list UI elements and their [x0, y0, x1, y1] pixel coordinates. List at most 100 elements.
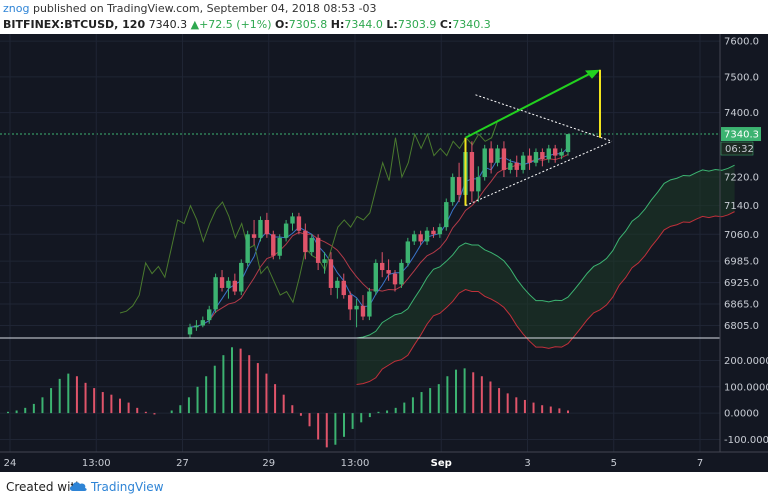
osc-tick-label: 200.0000: [724, 356, 768, 367]
close-label: C:: [439, 18, 453, 31]
time-tick-label: 3: [524, 458, 530, 469]
countdown-label: 06:32: [725, 144, 754, 155]
candle-body: [386, 270, 391, 274]
countdown-badge: [720, 141, 754, 156]
candle-body: [405, 241, 411, 263]
candle-body: [482, 148, 487, 178]
candle-body: [469, 152, 475, 192]
candle-body: [424, 230, 430, 242]
low-label: L:: [386, 18, 398, 31]
price-tick-label: 6925.0: [724, 278, 759, 289]
footer: Created with TradingView: [0, 472, 768, 500]
candle-body: [251, 234, 257, 238]
candle-body: [264, 219, 270, 235]
candle-body: [213, 277, 218, 310]
open-label: O:: [275, 18, 289, 31]
price-tick-label: 7500.0: [724, 72, 759, 83]
price-tick-label: 7600.0: [724, 37, 759, 48]
time-axis[interactable]: 24 13:00 27 29 13:00 Sep 3 5 7: [4, 458, 704, 469]
low-value: 7303.9: [397, 18, 437, 31]
candle-body: [187, 327, 193, 335]
tradingview-link[interactable]: TradingView: [91, 480, 164, 494]
up-triangle-icon: ▲: [190, 18, 200, 31]
trend-arrowhead: [585, 69, 600, 79]
candle-body: [360, 305, 366, 317]
candle-body: [488, 148, 494, 163]
candle-body: [245, 234, 250, 263]
price-tick-label: 7220.0: [724, 173, 759, 184]
time-tick-label: 13:00: [341, 458, 370, 469]
candle-body: [271, 234, 276, 256]
candle-body: [303, 230, 308, 253]
candle-body: [335, 280, 340, 288]
candle-body: [514, 162, 519, 170]
candle-body: [296, 216, 302, 231]
candle-body: [437, 227, 443, 235]
lagging-span: [119, 119, 499, 314]
candle-body: [501, 148, 507, 170]
candle-body: [418, 234, 423, 242]
price-tick-label: 6865.0: [724, 300, 759, 311]
time-tick-label: 13:00: [82, 458, 111, 469]
price-tick-label: 6805.0: [724, 321, 759, 332]
wedge-upper-line: [475, 94, 613, 142]
time-tick-label: 24: [4, 458, 17, 469]
price-axis[interactable]: 7600.0 7500.0 7400.0 7340.3 06:32 7220.0 7140.…: [720, 37, 768, 446]
candle-body: [527, 155, 532, 163]
close-value: 7340.3: [452, 18, 491, 31]
publish-info: znog published on TradingView.com, Septe…: [3, 2, 377, 18]
candle-body: [399, 262, 404, 285]
symbol-label: BITFINEX:BTCUSD, 120: [3, 18, 146, 31]
candle-body: [322, 259, 327, 263]
time-tick-label: 27: [176, 458, 189, 469]
candle-body: [290, 216, 295, 224]
osc-tick-label: -100.0000: [724, 435, 768, 446]
candle-body: [373, 262, 378, 292]
candle-body: [219, 277, 225, 288]
candle-body: [315, 237, 321, 263]
candle-body: [277, 237, 282, 256]
price-tick-label: 7400.0: [724, 108, 759, 119]
last-price: 7340.3: [148, 18, 188, 31]
candle-body: [495, 148, 500, 163]
candle-body: [200, 320, 206, 326]
open-value: 7305.8: [288, 18, 328, 31]
tradingview-cloud-icon[interactable]: [68, 479, 88, 493]
candle-body: [533, 152, 539, 163]
last-price-label: 7340.3: [724, 130, 759, 141]
cloud-fill: [356, 165, 735, 385]
candle-body: [328, 259, 334, 288]
author-name[interactable]: znog: [3, 2, 30, 15]
candle-body: [444, 202, 449, 228]
grid-lines: [0, 34, 720, 452]
candle-body: [354, 305, 359, 310]
price-chart[interactable]: 7600.0 7500.0 7400.0 7340.3 06:32 7220.0 7140.…: [0, 34, 768, 472]
candle-body: [450, 177, 455, 203]
osc-tick-label: 100.0000: [724, 382, 768, 393]
oscillator-histogram: [7, 347, 569, 448]
candle-body: [565, 134, 571, 153]
ichimoku-cloud: [356, 164, 735, 385]
candle-body: [412, 234, 417, 242]
price-tick-label: 7140.0: [724, 201, 759, 212]
senkou-b: [356, 211, 735, 385]
time-tick-label: Sep: [431, 458, 452, 469]
candle-body: [283, 223, 289, 238]
candle-body: [520, 155, 526, 170]
candle-body: [341, 280, 346, 296]
candle-body: [540, 152, 545, 160]
chart-background: [0, 34, 768, 472]
price-change: +72.5 (+1%): [199, 18, 272, 31]
candle-body: [546, 148, 551, 160]
candle-body: [232, 280, 238, 292]
symbol-info: BITFINEX:BTCUSD, 120 7340.3 ▲+72.5 (+1%)…: [3, 18, 491, 34]
candle-body: [476, 177, 481, 192]
high-label: H:: [330, 18, 345, 31]
candle-body: [347, 295, 353, 310]
candle-body: [552, 148, 558, 156]
time-tick-label: 5: [611, 458, 617, 469]
wedge-lower-line: [465, 140, 613, 207]
candle-body: [431, 230, 436, 235]
last-price-badge: [721, 127, 761, 142]
price-tick-label: 6985.0: [724, 257, 759, 268]
